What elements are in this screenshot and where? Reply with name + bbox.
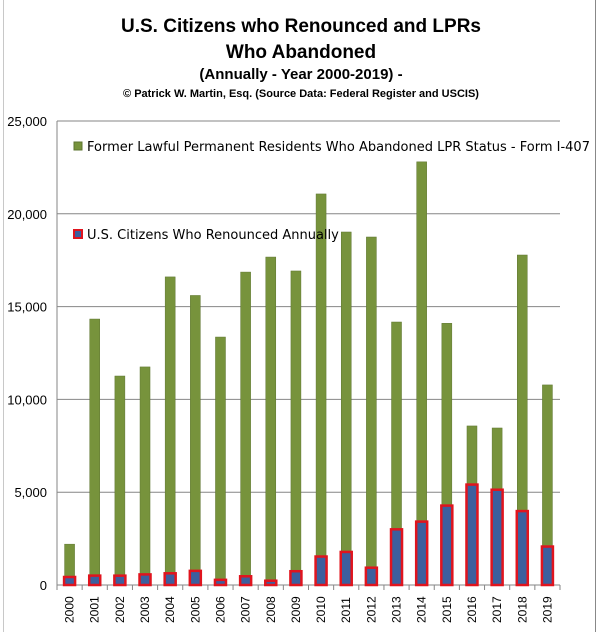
x-tick-label: 2017 <box>490 596 504 623</box>
x-tick-label: 2005 <box>188 596 202 623</box>
y-tick-label: 20,000 <box>7 207 47 222</box>
bar-renounced-2000 <box>62 575 77 587</box>
bar-lpr-2012 <box>366 236 377 586</box>
x-tick-label: 2011 <box>339 597 353 623</box>
bar-renounced-2012 <box>364 566 379 587</box>
x-tick-label: 2004 <box>163 596 177 623</box>
chart-frame <box>3 0 596 632</box>
x-tick-label: 2015 <box>440 596 454 623</box>
bar-lpr-2003 <box>139 366 151 586</box>
bar-renounced-2016 <box>465 483 479 587</box>
bar-lpr-2010 <box>315 193 327 586</box>
x-tick-label: 2006 <box>213 596 227 623</box>
bar-renounced-2004 <box>163 572 177 587</box>
bar-lpr-2006 <box>215 336 226 586</box>
bar-renounced-2011 <box>339 550 353 587</box>
y-tick-label: 5,000 <box>14 485 47 500</box>
x-tick-label: 2019 <box>540 596 554 623</box>
bar-renounced-2013 <box>389 528 404 587</box>
x-tick-label: 2016 <box>465 596 479 623</box>
bar-lpr-2002 <box>114 375 126 586</box>
legend-swatch-lpr <box>73 141 83 151</box>
bar-renounced-2006 <box>213 578 228 587</box>
bar-renounced-2008 <box>264 579 278 587</box>
y-tick-label: 0 <box>40 578 47 593</box>
legend-swatch-renounced <box>73 229 83 239</box>
bar-renounced-2005 <box>188 569 203 587</box>
x-tick-label: 2003 <box>138 596 152 623</box>
chart-subtitle: (Annually - Year 2000-2019) - <box>199 66 403 83</box>
bar-lpr-2007 <box>240 271 251 586</box>
bar-renounced-2018 <box>515 509 530 587</box>
bar-renounced-2015 <box>440 504 454 587</box>
chart-credit: © Patrick W. Martin, Esq. (Source Data: … <box>123 88 479 100</box>
y-tick-label: 10,000 <box>7 392 47 407</box>
bar-lpr-2008 <box>265 256 277 586</box>
chart-title: U.S. Citizens who Renounced and LPRs Who… <box>121 16 481 63</box>
x-tick-label: 2009 <box>289 596 303 623</box>
bar-lpr-2011 <box>340 231 352 586</box>
x-tick-label: 2010 <box>314 596 328 623</box>
legend-label-lpr: Former Lawful Permanent Residents Who Ab… <box>87 140 590 155</box>
bar-renounced-2017 <box>490 488 504 587</box>
x-tick-label: 2013 <box>390 596 404 623</box>
legend-label-renounced: U.S. Citizens Who Renounced Annually <box>87 228 339 243</box>
bar-renounced-2003 <box>138 573 152 587</box>
x-tick-label: 2001 <box>88 596 102 623</box>
x-tick-label: 2002 <box>113 596 127 623</box>
bar-renounced-2010 <box>314 555 328 587</box>
y-tick-label: 25,000 <box>7 114 47 129</box>
bar-lpr-2001 <box>89 318 100 586</box>
bar-renounced-2002 <box>113 574 127 587</box>
x-tick-label: 2014 <box>415 596 429 623</box>
x-tick-label: 2012 <box>364 596 378 623</box>
bar-lpr-2004 <box>164 276 176 586</box>
y-tick-label: 15,000 <box>7 300 47 315</box>
bar-renounced-2001 <box>87 574 102 587</box>
x-tick-label: 2007 <box>239 596 253 623</box>
x-tick-label: 2008 <box>264 596 278 623</box>
bar-renounced-2019 <box>540 545 555 587</box>
bar-renounced-2009 <box>289 569 303 587</box>
bar-lpr-2005 <box>190 295 201 586</box>
x-tick-label: 2000 <box>63 596 77 623</box>
bar-renounced-2007 <box>238 575 253 587</box>
x-tick-label: 2018 <box>515 596 529 623</box>
bar-renounced-2014 <box>414 520 429 587</box>
bar-lpr-2009 <box>290 270 302 586</box>
